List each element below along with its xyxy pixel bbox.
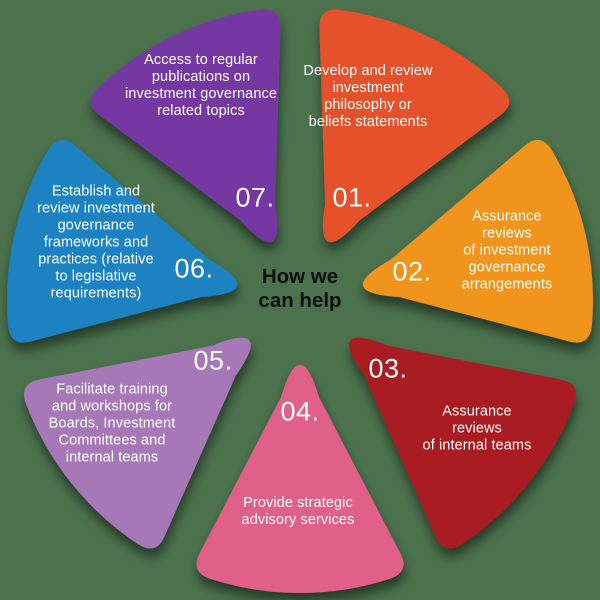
segment-01-shape [319, 9, 510, 243]
segment-03-shape [349, 337, 576, 549]
segment-05-number: 05. [193, 345, 233, 376]
segment-02-shape [362, 139, 593, 343]
segment-05-label: Facilitate training and workshops for Bo… [48, 381, 176, 466]
segment-07-number: 07. [235, 182, 275, 213]
segment-03-number: 03. [368, 353, 408, 384]
segment-07-label: Access to regular publications on invest… [124, 52, 278, 119]
segment-06-shape [7, 139, 238, 343]
segment-02-label: Assurance reviews of investment governan… [461, 208, 553, 293]
segment-04-shape [196, 364, 404, 593]
segment-05-shape [24, 337, 251, 549]
segment-04-label: Provide strategic advisory services [241, 495, 355, 528]
segment-01-number: 01. [332, 182, 372, 213]
segment-04-number: 04. [280, 396, 320, 427]
segment-06-label: Establish and review investment governan… [37, 183, 155, 302]
segment-07-shape [90, 9, 281, 243]
wheel-center-title: How we can help [258, 264, 342, 312]
segment-06-number: 06. [174, 253, 214, 284]
segment-01-label: Develop and review investment philosophy… [303, 63, 433, 130]
segment-03-label: Assurance reviews of internal teams [422, 403, 532, 454]
segment-02-number: 02. [392, 256, 432, 287]
